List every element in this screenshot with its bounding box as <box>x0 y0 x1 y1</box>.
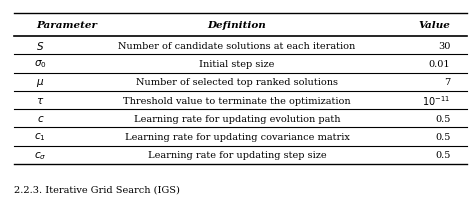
Text: 0.5: 0.5 <box>435 150 450 159</box>
Text: Number of selected top ranked solutions: Number of selected top ranked solutions <box>136 78 338 87</box>
Text: Number of candidate solutions at each iteration: Number of candidate solutions at each it… <box>118 42 356 51</box>
Text: 0.01: 0.01 <box>428 60 450 69</box>
Text: Initial step size: Initial step size <box>199 60 275 69</box>
Text: Learning rate for updating evolution path: Learning rate for updating evolution pat… <box>134 114 340 123</box>
Text: $\mu$: $\mu$ <box>36 76 45 88</box>
Text: 0.5: 0.5 <box>435 114 450 123</box>
Text: 30: 30 <box>438 42 450 51</box>
Text: Parameter: Parameter <box>36 21 97 30</box>
Text: $c_1$: $c_1$ <box>35 131 46 143</box>
Text: Threshold value to terminate the optimization: Threshold value to terminate the optimiz… <box>123 96 351 105</box>
Text: $S$: $S$ <box>36 40 45 52</box>
Text: $\tau$: $\tau$ <box>36 96 45 105</box>
Text: Learning rate for updating covariance matrix: Learning rate for updating covariance ma… <box>125 132 349 141</box>
Text: $\sigma_0$: $\sigma_0$ <box>34 58 46 70</box>
Text: 0.5: 0.5 <box>435 132 450 141</box>
Text: $c_\sigma$: $c_\sigma$ <box>34 149 46 161</box>
Text: Value: Value <box>419 21 450 30</box>
Text: $10^{-11}$: $10^{-11}$ <box>422 94 450 107</box>
Text: Learning rate for updating step size: Learning rate for updating step size <box>148 150 326 159</box>
Text: 7: 7 <box>444 78 450 87</box>
Text: Definition: Definition <box>208 21 266 30</box>
Text: $c$: $c$ <box>36 114 44 124</box>
Text: 2.2.3. Iterative Grid Search (IGS): 2.2.3. Iterative Grid Search (IGS) <box>14 185 180 193</box>
